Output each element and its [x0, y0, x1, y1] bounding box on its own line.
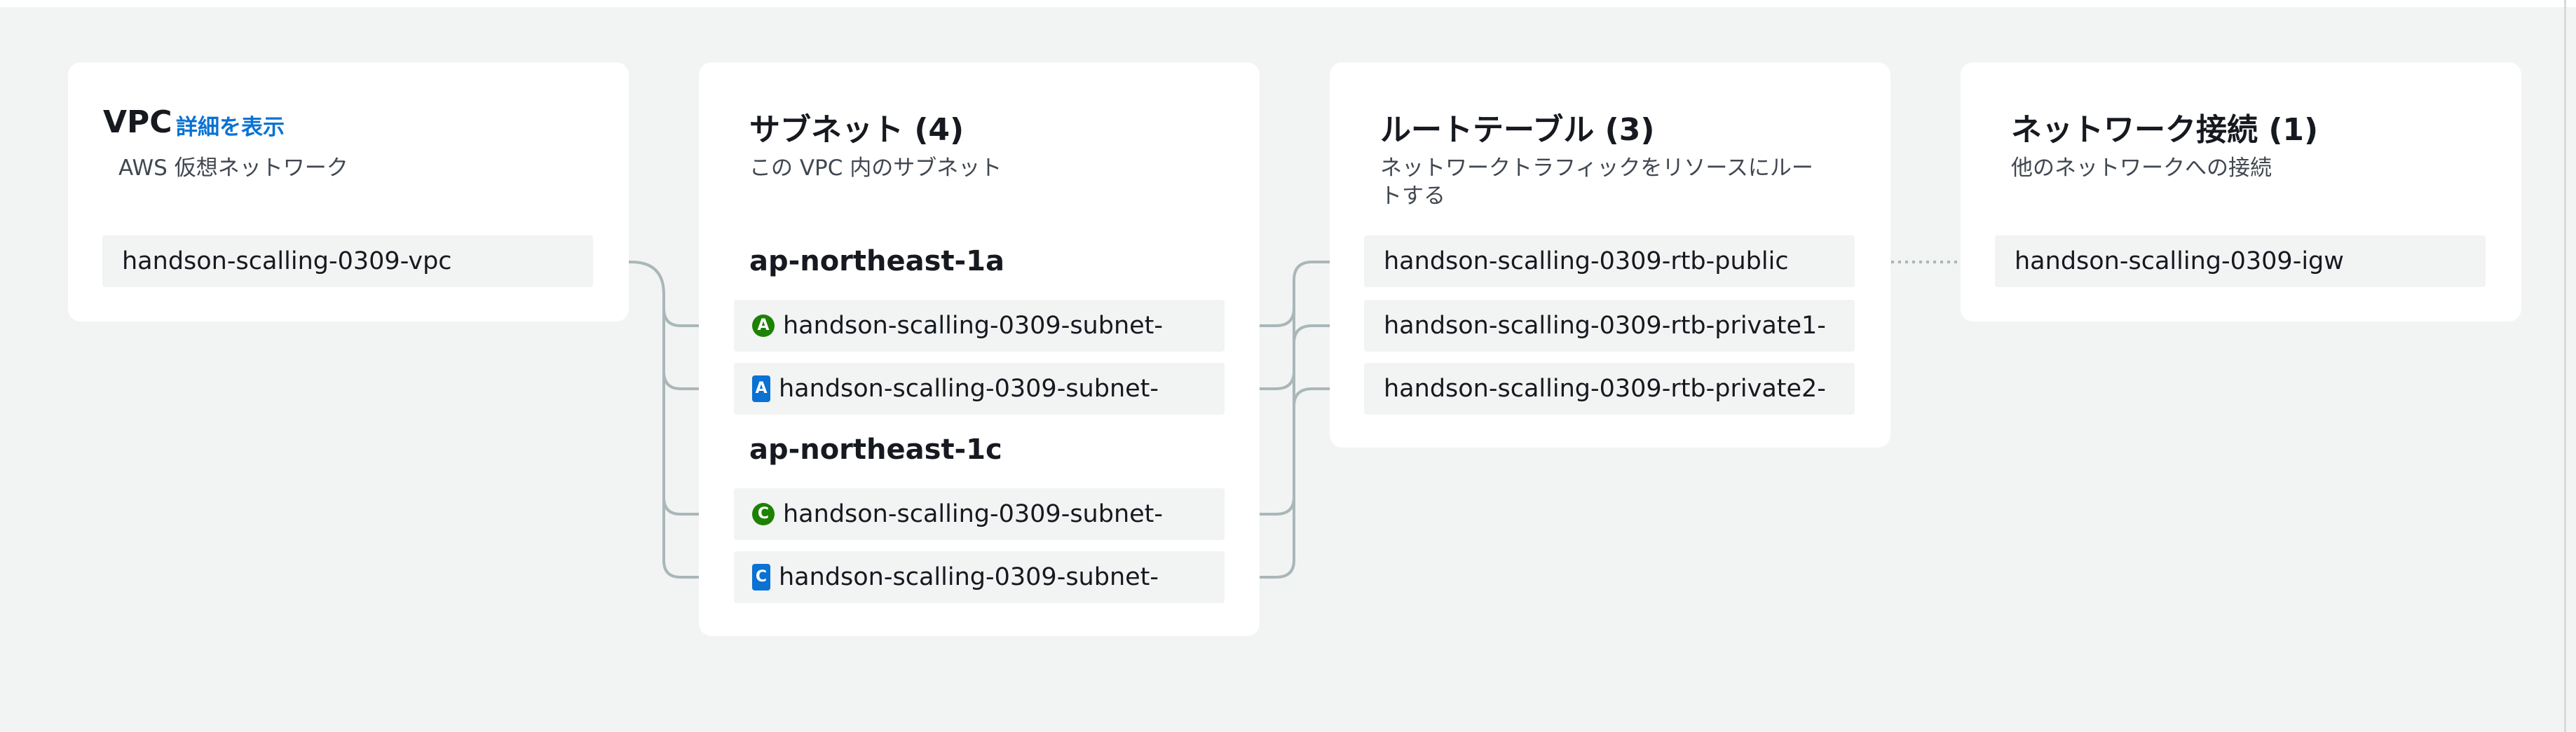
route-table-item[interactable]: handson-scalling-0309-rtb-private1-	[1364, 300, 1855, 352]
subnets-card: サブネット (4) この VPC 内のサブネット ap-northeast-1a…	[699, 62, 1260, 636]
vpc-item-label: handson-scalling-0309-vpc	[122, 247, 452, 275]
route-tables-description: ネットワークトラフィックをリソースにルートする	[1380, 156, 1813, 209]
subnet-item-label: handson-scalling-0309-subnet-	[783, 312, 1164, 340]
public-subnet-icon: A	[752, 315, 775, 337]
vpc-item[interactable]: handson-scalling-0309-vpc	[102, 235, 593, 287]
subnets-title: サブネット (4)	[749, 112, 965, 148]
az-heading-1c: ap-northeast-1c	[749, 434, 1002, 466]
private-subnet-icon: A	[752, 375, 770, 402]
scrollbar[interactable]	[2564, 0, 2566, 732]
network-connections-card: ネットワーク接続 (1) 他のネットワークへの接続 handson-scalli…	[1961, 62, 2521, 322]
private-subnet-icon: C	[752, 564, 770, 591]
internet-gateway-item[interactable]: handson-scalling-0309-igw	[1995, 235, 2486, 287]
subnet-item-label: handson-scalling-0309-subnet-	[779, 563, 1159, 591]
route-table-item-label: handson-scalling-0309-rtb-public	[1384, 247, 1789, 275]
route-tables-title: ルートテーブル (3)	[1380, 112, 1655, 148]
internet-gateway-item-label: handson-scalling-0309-igw	[2015, 247, 2344, 275]
subnet-item[interactable]: A handson-scalling-0309-subnet-	[734, 363, 1225, 415]
route-table-item[interactable]: handson-scalling-0309-rtb-private2-	[1364, 363, 1855, 415]
view-details-link[interactable]: 詳細を表示	[176, 115, 285, 140]
az-heading-1a: ap-northeast-1a	[749, 245, 1004, 277]
top-strip	[0, 0, 2576, 7]
route-table-item[interactable]: handson-scalling-0309-rtb-public	[1364, 235, 1855, 287]
subnets-description: この VPC 内のサブネット	[749, 156, 1002, 181]
route-table-item-label: handson-scalling-0309-rtb-private1-	[1384, 312, 1826, 340]
subnet-item-label: handson-scalling-0309-subnet-	[783, 500, 1164, 528]
network-connections-description: 他のネットワークへの接続	[2011, 156, 2272, 181]
subnet-item[interactable]: A handson-scalling-0309-subnet-	[734, 300, 1225, 352]
route-table-item-label: handson-scalling-0309-rtb-private2-	[1384, 375, 1826, 403]
subnet-item-label: handson-scalling-0309-subnet-	[779, 375, 1159, 403]
subnet-item[interactable]: C handson-scalling-0309-subnet-	[734, 551, 1225, 603]
subnet-item[interactable]: C handson-scalling-0309-subnet-	[734, 488, 1225, 540]
vpc-card: VPC 詳細を表示 AWS 仮想ネットワーク handson-scalling-…	[68, 62, 629, 322]
vpc-title: VPC	[103, 104, 172, 140]
vpc-description: AWS 仮想ネットワーク	[118, 156, 348, 181]
network-connections-title: ネットワーク接続 (1)	[2011, 112, 2319, 148]
route-tables-card: ルートテーブル (3) ネットワークトラフィックをリソースにルートする hand…	[1330, 62, 1890, 448]
public-subnet-icon: C	[752, 503, 775, 525]
